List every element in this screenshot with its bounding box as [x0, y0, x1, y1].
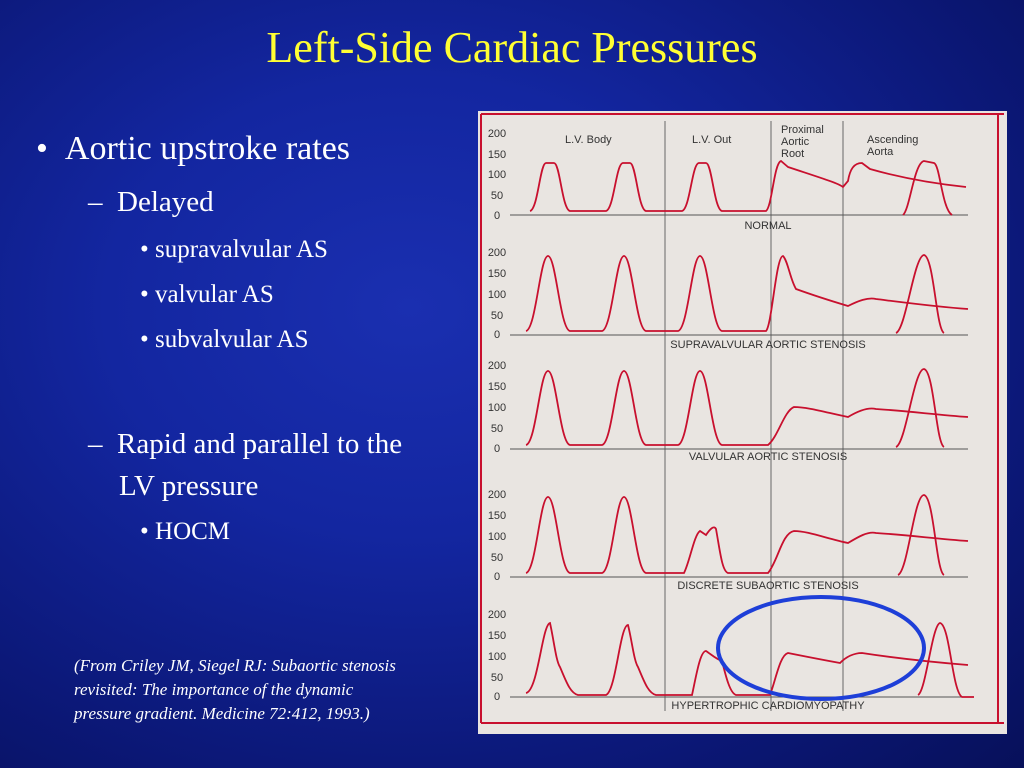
- pressure-trace: [525, 621, 969, 696]
- panel-normal: 200 150 100 50 0 NORMAL: [488, 128, 968, 232]
- citation-line: pressure gradient. Medicine 72:412, 1993…: [74, 704, 370, 723]
- pressure-trace: [525, 255, 969, 332]
- y-tick: 150: [488, 510, 506, 522]
- bullet-dash-icon: –: [88, 186, 103, 218]
- y-tick: 0: [494, 210, 500, 222]
- y-tick: 50: [491, 423, 503, 435]
- y-tick: 200: [488, 128, 506, 140]
- y-tick: 0: [494, 443, 500, 455]
- highlight-oval: [716, 595, 926, 701]
- panel-title: DISCRETE SUBAORTIC STENOSIS: [677, 580, 858, 592]
- pressure-trace: [895, 368, 945, 448]
- bullet-dot-icon: •: [140, 281, 149, 308]
- panel-supravalvular: 200 150 100 50 0 SUPRAVALVULAR AORTIC ST…: [488, 247, 969, 351]
- panel-title: HYPERTROPHIC CARDIOMYOPATHY: [671, 700, 865, 712]
- y-tick: 100: [488, 402, 506, 414]
- bullet-text: supravalvular AS: [155, 236, 328, 263]
- col-label-root: Root: [781, 148, 804, 160]
- col-label-lv-body: L.V. Body: [565, 134, 612, 146]
- bullet-text: Delayed: [117, 186, 214, 218]
- bullet-dot-icon: •: [140, 236, 149, 263]
- pressure-tracings-svg: L.V. Body L.V. Out Proximal Aortic Root …: [480, 113, 1004, 724]
- col-label-aortic: Aortic: [781, 136, 810, 148]
- bullet-hocm: • HOCM: [140, 518, 230, 546]
- pressure-tracings-figure: L.V. Body L.V. Out Proximal Aortic Root …: [478, 111, 1007, 734]
- bullet-text: LV pressure: [119, 470, 259, 502]
- pressure-trace: [525, 496, 969, 574]
- bullet-dot-icon: •: [140, 326, 149, 353]
- y-tick: 200: [488, 489, 506, 501]
- panel-title: VALVULAR AORTIC STENOSIS: [689, 451, 847, 463]
- col-label-ascending: Ascending: [867, 134, 918, 146]
- y-tick: 100: [488, 169, 506, 181]
- bullet-rapid-parallel: – Rapid and parallel to the: [88, 428, 402, 461]
- panel-title: NORMAL: [744, 220, 791, 232]
- y-tick: 150: [488, 381, 506, 393]
- y-tick: 200: [488, 360, 506, 372]
- y-tick: 200: [488, 609, 506, 621]
- y-tick: 0: [494, 329, 500, 341]
- pressure-trace: [895, 254, 945, 334]
- y-tick: 0: [494, 571, 500, 583]
- bullet-dot-icon: •: [36, 130, 48, 167]
- y-tick: 100: [488, 289, 506, 301]
- y-tick: 50: [491, 310, 503, 322]
- y-tick: 150: [488, 149, 506, 161]
- y-tick: 50: [491, 552, 503, 564]
- bullet-text: Rapid and parallel to the: [117, 428, 403, 460]
- y-tick: 150: [488, 268, 506, 280]
- pressure-trace: [529, 159, 967, 212]
- citation: (From Criley JM, Siegel RJ: Subaortic st…: [74, 654, 474, 726]
- pressure-trace: [902, 160, 953, 216]
- y-tick: 150: [488, 630, 506, 642]
- citation-line: (From Criley JM, Siegel RJ: Subaortic st…: [74, 656, 396, 675]
- pressure-trace: [897, 494, 945, 576]
- slide-title: Left-Side Cardiac Pressures: [266, 23, 758, 72]
- citation-line: revisited: The importance of the dynamic: [74, 680, 354, 699]
- bullet-rapid-parallel-cont: LV pressure: [119, 470, 258, 503]
- bullet-text: HOCM: [155, 518, 231, 545]
- panel-hcm: 200 150 100 50 0 HYPERTROPHIC CARDIOMYOP…: [488, 609, 974, 712]
- panel-subaortic: 200 150 100 50 0 DISCRETE SUBAORTIC STEN…: [488, 489, 969, 592]
- bullet-dot-icon: •: [140, 518, 149, 545]
- y-tick: 50: [491, 672, 503, 684]
- y-tick: 50: [491, 190, 503, 202]
- panel-title: SUPRAVALVULAR AORTIC STENOSIS: [670, 339, 865, 351]
- col-label-lv-out: L.V. Out: [692, 134, 731, 146]
- bullet-dash-icon: –: [88, 428, 103, 460]
- y-tick: 200: [488, 247, 506, 259]
- bullet-valvular: • valvular AS: [140, 281, 274, 309]
- pressure-trace: [917, 622, 974, 698]
- pressure-trace: [525, 370, 969, 446]
- y-tick: 0: [494, 691, 500, 703]
- y-tick: 100: [488, 651, 506, 663]
- y-tick: 100: [488, 531, 506, 543]
- bullet-text: valvular AS: [155, 281, 274, 308]
- panel-valvular: 200 150 100 50 0 VALVULAR AORTIC STENOSI…: [488, 360, 969, 463]
- bullet-subvalvular: • subvalvular AS: [140, 326, 308, 354]
- bullet-text: Aortic upstroke rates: [64, 130, 351, 167]
- bullet-supravalvular: • supravalvular AS: [140, 236, 328, 264]
- col-label-aorta: Aorta: [867, 146, 894, 158]
- bullet-text: subvalvular AS: [155, 326, 309, 353]
- col-label-proximal: Proximal: [781, 124, 824, 136]
- bullet-aortic-upstroke: • Aortic upstroke rates: [36, 130, 350, 168]
- bullet-delayed: – Delayed: [88, 186, 214, 219]
